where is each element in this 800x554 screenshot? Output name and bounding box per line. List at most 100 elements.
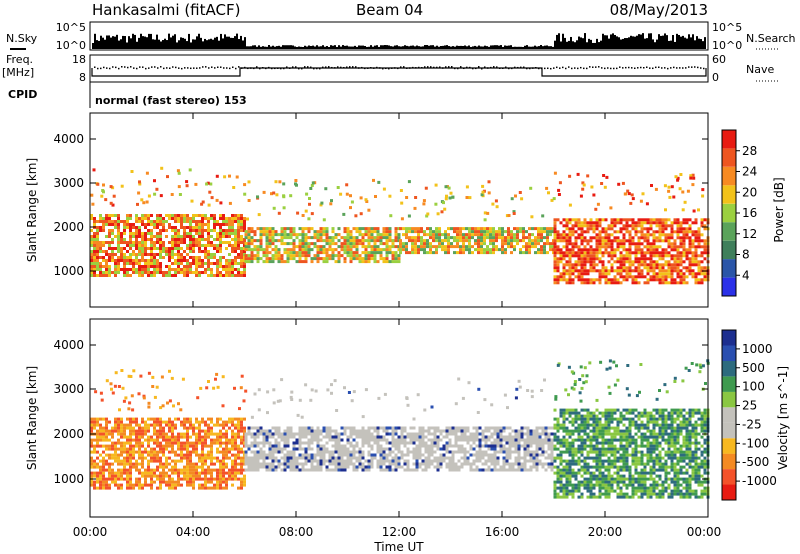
nave-point bbox=[97, 67, 99, 70]
power-cell bbox=[622, 236, 626, 240]
power-cell bbox=[549, 230, 552, 234]
power-cell bbox=[105, 259, 108, 262]
power-cell bbox=[598, 269, 602, 273]
velocity-cell bbox=[228, 474, 231, 478]
power-cell bbox=[90, 193, 94, 197]
velocity-cell bbox=[141, 486, 144, 490]
velocity-cell bbox=[155, 385, 159, 389]
velocity-cell bbox=[204, 471, 207, 475]
power-cell bbox=[402, 248, 405, 252]
power-cell bbox=[135, 259, 138, 262]
velocity-cell bbox=[195, 465, 198, 469]
velocity-cell bbox=[367, 426, 371, 430]
power-cell bbox=[601, 263, 605, 267]
power-cell bbox=[679, 224, 683, 228]
nsky-bar bbox=[144, 36, 146, 49]
power-cell bbox=[189, 268, 192, 271]
nsky-bar bbox=[308, 45, 310, 49]
power-cell bbox=[367, 242, 371, 246]
power-cell bbox=[159, 241, 162, 244]
power-cell bbox=[425, 214, 429, 218]
velocity-cell bbox=[186, 417, 189, 421]
power-cell bbox=[275, 193, 279, 197]
velocity-cell bbox=[102, 462, 105, 466]
velocity-cell bbox=[141, 450, 144, 454]
velocity-cell bbox=[129, 435, 132, 439]
velocity-cell bbox=[174, 468, 177, 472]
nsky-bar bbox=[302, 46, 304, 49]
power-cell bbox=[577, 236, 581, 240]
power-cell bbox=[655, 239, 659, 243]
power-cell bbox=[137, 191, 141, 195]
power-cell bbox=[498, 248, 501, 252]
power-cell bbox=[489, 233, 492, 237]
velocity-cell bbox=[204, 483, 207, 487]
power-cell bbox=[228, 274, 231, 277]
power-cell bbox=[432, 236, 435, 240]
power-cell bbox=[692, 209, 696, 213]
velocity-cell bbox=[123, 423, 126, 427]
power-cell bbox=[376, 236, 380, 240]
power-cell bbox=[189, 247, 192, 250]
nave-point bbox=[475, 67, 477, 70]
power-cell bbox=[307, 245, 311, 249]
velocity-cell bbox=[418, 444, 422, 448]
velocity-cell bbox=[168, 474, 171, 478]
velocity-cell bbox=[177, 480, 180, 484]
power-cell bbox=[628, 233, 632, 237]
velocity-cell bbox=[93, 438, 96, 442]
velocity-cell bbox=[240, 471, 243, 475]
nsky-bar bbox=[176, 42, 178, 49]
velocity-cell bbox=[397, 441, 401, 445]
power-cell bbox=[195, 241, 198, 244]
power-cell bbox=[556, 248, 560, 252]
velocity-cell bbox=[147, 438, 150, 442]
velocity-cell bbox=[334, 465, 338, 469]
power-cell bbox=[565, 239, 569, 243]
power-cell bbox=[382, 248, 386, 252]
velocity-cell bbox=[349, 441, 353, 445]
power-cell bbox=[367, 239, 371, 243]
power-cell bbox=[201, 265, 204, 268]
power-cell bbox=[408, 239, 411, 243]
velocity-cell bbox=[108, 474, 111, 478]
power-cell bbox=[228, 253, 231, 256]
power-cell bbox=[379, 257, 383, 261]
velocity-cell bbox=[183, 417, 186, 421]
power-cell bbox=[340, 245, 344, 249]
power-cell bbox=[471, 251, 474, 255]
velocity-cell bbox=[156, 474, 159, 478]
velocity-cell bbox=[349, 444, 353, 448]
power-cell bbox=[661, 272, 665, 276]
nsky-bar bbox=[422, 46, 424, 49]
power-cell bbox=[583, 269, 587, 273]
power-cell bbox=[373, 239, 377, 243]
velocity-cell bbox=[370, 432, 374, 436]
power-cell bbox=[598, 230, 602, 234]
power-cell bbox=[346, 236, 350, 240]
power-cell bbox=[256, 227, 260, 231]
power-cell bbox=[388, 194, 392, 198]
power-cell bbox=[102, 256, 105, 259]
velocity-cell bbox=[123, 477, 126, 481]
velocity-cell bbox=[105, 483, 108, 487]
nsky-bar bbox=[410, 45, 412, 49]
power-cell bbox=[534, 227, 537, 231]
power-cell bbox=[556, 257, 560, 261]
power-cell bbox=[250, 260, 254, 264]
velocity-cell bbox=[171, 420, 174, 424]
velocity-cell bbox=[93, 426, 96, 430]
velocity-cell bbox=[382, 453, 386, 457]
power-cell bbox=[637, 260, 641, 264]
velocity-cell bbox=[150, 456, 153, 460]
power-cell bbox=[613, 236, 617, 240]
power-cell bbox=[222, 217, 225, 220]
power-cell bbox=[262, 254, 266, 258]
power-cell bbox=[90, 235, 93, 238]
nave-point bbox=[688, 66, 690, 68]
power-cell bbox=[498, 236, 501, 240]
power-cell bbox=[480, 245, 483, 249]
velocity-cell bbox=[222, 465, 225, 469]
power-cell bbox=[274, 257, 278, 261]
power-cell bbox=[240, 262, 243, 265]
